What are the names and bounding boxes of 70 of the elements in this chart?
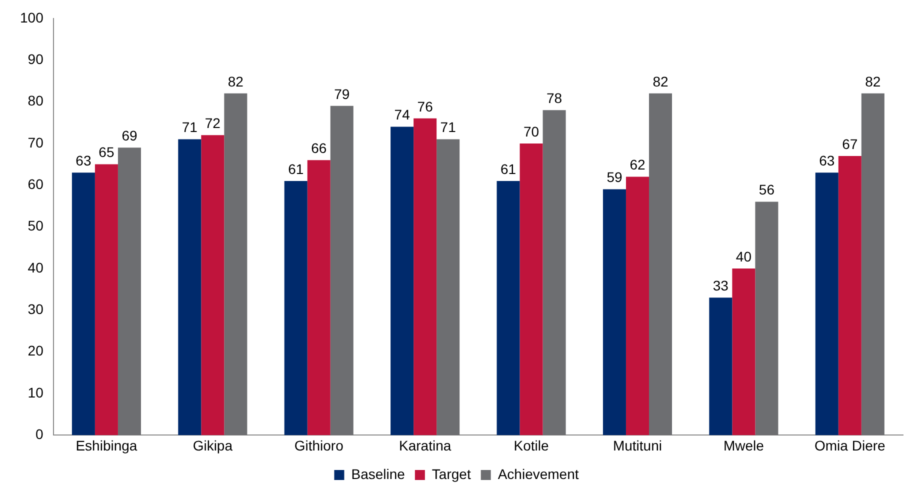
y-tick-label: 70: [28, 134, 44, 150]
x-tick-label: Githioro: [294, 437, 344, 454]
data-label: 56: [758, 182, 775, 198]
bar: [436, 139, 460, 436]
data-label: 76: [417, 98, 434, 114]
bar: [732, 268, 756, 436]
legend-label: Achievement: [498, 466, 579, 482]
data-label: 71: [182, 119, 198, 136]
data-label: 61: [288, 160, 304, 177]
y-tick-label: 40: [28, 259, 44, 276]
data-label: 71: [440, 119, 456, 136]
y-tick-label: 90: [28, 50, 44, 67]
bar: [284, 180, 308, 436]
x-tick-label: Gikipa: [192, 437, 233, 454]
y-tick-label: 20: [28, 342, 44, 359]
data-label: 70: [523, 123, 540, 140]
bar: [496, 180, 520, 436]
bar: [520, 143, 543, 436]
bar: [838, 156, 862, 436]
data-label: 79: [334, 86, 350, 102]
bar: [118, 148, 141, 436]
bar: [626, 176, 649, 436]
bar: [815, 172, 838, 436]
data-label: 82: [228, 73, 244, 90]
legend-label: Baseline: [351, 466, 406, 482]
x-tick-label: Eshibinga: [76, 437, 138, 454]
bar: [542, 110, 566, 436]
bar: [414, 118, 437, 436]
data-label: 62: [630, 156, 646, 173]
bar: [201, 135, 224, 436]
bar: [602, 189, 626, 436]
y-tick-label: 100: [20, 9, 44, 26]
data-label: 82: [652, 73, 668, 90]
bar: [709, 298, 732, 436]
data-label: 59: [606, 169, 622, 186]
data-label: 61: [500, 160, 516, 177]
bar: [390, 126, 414, 436]
y-tick-label: 60: [28, 176, 44, 192]
data-label: 63: [819, 152, 835, 168]
y-tick-label: 50: [28, 218, 44, 234]
data-label: 74: [394, 106, 410, 123]
y-tick-label: 80: [28, 92, 44, 109]
x-tick-label: Mutituni: [612, 437, 662, 454]
bar: [94, 164, 118, 436]
bar: [861, 93, 884, 436]
data-label: 72: [204, 114, 221, 131]
bar: [307, 160, 330, 436]
data-label: 40: [736, 248, 752, 264]
x-tick-label: Omia Diere: [814, 437, 886, 454]
data-label: 63: [76, 152, 92, 168]
bar: [72, 172, 95, 436]
data-label: 67: [842, 136, 858, 152]
y-tick-label: 10: [28, 384, 44, 400]
bar: [755, 202, 778, 436]
y-tick-label: 0: [36, 426, 44, 442]
bar: [224, 93, 248, 436]
data-label: 65: [98, 144, 114, 160]
data-label: 69: [122, 127, 138, 144]
data-label: 82: [865, 73, 881, 90]
x-tick-label: Karatina: [399, 437, 452, 454]
x-tick-label: Mwele: [723, 437, 764, 454]
data-label: 66: [311, 140, 327, 156]
y-tick-label: 30: [28, 301, 44, 318]
x-tick-label: Kotile: [514, 437, 549, 454]
legend-label: Target: [432, 466, 471, 482]
data-label: 78: [546, 90, 562, 106]
bar: [330, 106, 354, 436]
bar: [178, 139, 202, 436]
bar: [648, 93, 672, 436]
data-label: 33: [712, 278, 729, 294]
